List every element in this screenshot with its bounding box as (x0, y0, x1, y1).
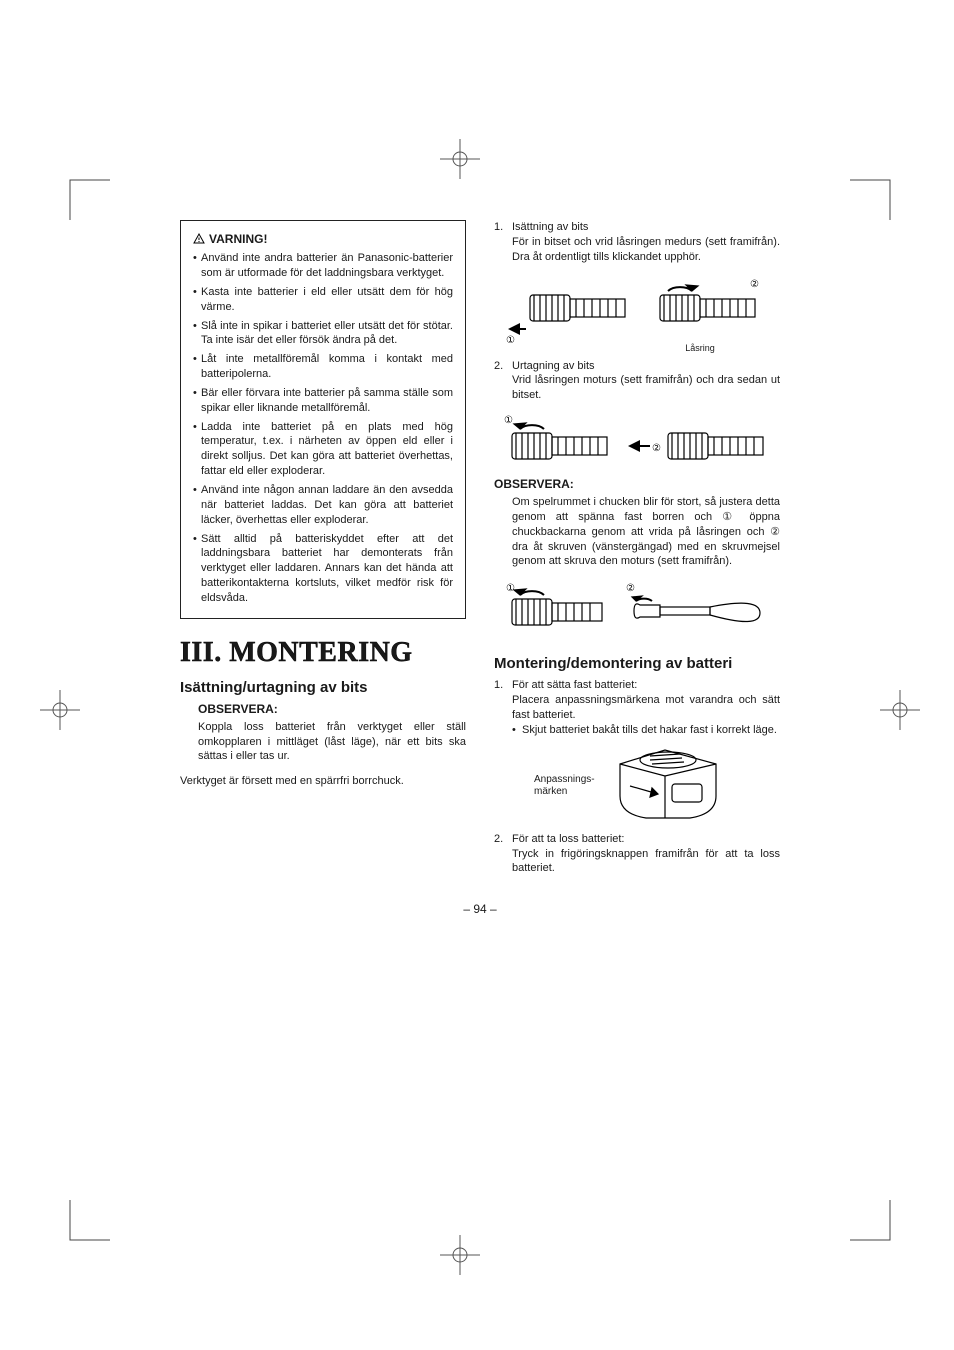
step-1-text: För in bitset och vrid låsringen med­urs… (494, 235, 780, 265)
warning-icon (193, 233, 205, 245)
bits-title: Isättning/urtagning av bits (180, 679, 466, 696)
battery-step-1-sub: • Skjut batteriet bakåt tills det hakar … (494, 723, 780, 738)
battery-step-2: 2. För att ta loss batteriet: (494, 832, 780, 847)
step-number: 2. (494, 832, 512, 847)
step-title: Urtagning av bits (512, 359, 780, 374)
warning-bullet: •Använd inte andra batterier än Pana­son… (193, 251, 453, 281)
svg-text:②: ② (750, 279, 759, 290)
warning-bullet: •Slå inte in spikar i batteriet eller ut… (193, 319, 453, 349)
battery-step-1-sub-text: Skjut batteriet bakåt tills det hakar fa… (522, 723, 777, 738)
warning-bullet: •Låt inte metallföremål komma i kontakt … (193, 352, 453, 382)
battery-step-2-text: Tryck in frigöringsknappen framifrån för… (494, 847, 780, 877)
step-number: 2. (494, 359, 512, 374)
svg-text:①: ① (506, 583, 515, 594)
warning-bullet-text: Använd inte någon annan laddare än den a… (201, 483, 453, 528)
step-number: 1. (494, 220, 512, 235)
figure-battery-attach: Anpassnings­märken (494, 746, 780, 826)
warning-bullet: •Ladda inte batteriet på en plats med hö… (193, 420, 453, 479)
warning-bullet-text: Sätt alltid på batteriskyddet efter att … (201, 532, 453, 606)
observera-text: Koppla loss batteriet från verktyget el­… (180, 720, 466, 765)
warning-bullet: •Kasta inte batterier i eld eller utsätt… (193, 285, 453, 315)
step-1: 1. Isättning av bits (494, 220, 780, 235)
svg-text:①: ① (504, 415, 513, 426)
figure-insert-bit: ① ② Låsring (494, 273, 780, 353)
step-2-text: Vrid låsringen moturs (sett framifrån) o… (494, 373, 780, 403)
battery-step-1-text: Placera anpassningsmärkena mot var­andra… (494, 693, 780, 723)
warning-bullet-text: Låt inte metallföremål komma i kontakt m… (201, 352, 453, 382)
warning-bullet-text: Kasta inte batterier i eld eller utsätt … (201, 285, 453, 315)
page-number: – 94 – (180, 902, 780, 916)
step-title: För att sätta fast batteriet: (512, 678, 780, 693)
observera-label-2: OBSERVERA: (494, 477, 780, 491)
warning-bullet-text: Slå inte in spikar i batteriet eller uts… (201, 319, 453, 349)
right-column: 1. Isättning av bits För in bitset och v… (494, 220, 780, 876)
warning-title: VARNING! (193, 231, 453, 247)
warning-bullet-text: Bär eller förvara inte batterier på sam­… (201, 386, 453, 416)
left-column: VARNING! •Använd inte andra batterier än… (180, 220, 466, 876)
battery-title: Montering/demontering av batteri (494, 655, 780, 672)
page-content: VARNING! •Använd inte andra batterier än… (180, 220, 780, 876)
warning-bullet-text: Använd inte andra batterier än Pana­soni… (201, 251, 453, 281)
warning-bullet-text: Ladda inte batteriet på en plats med hög… (201, 420, 453, 479)
observera-label: OBSERVERA: (180, 702, 466, 716)
warning-bullet: •Sätt alltid på batteriskyddet efter att… (193, 532, 453, 606)
warning-bullet: •Bär eller förvara inte batterier på sam… (193, 386, 453, 416)
svg-text:②: ② (652, 443, 661, 454)
figure-adjust-chuck: ① ② (494, 577, 780, 637)
warning-box: VARNING! •Använd inte andra batterier än… (180, 220, 466, 619)
svg-text:①: ① (506, 335, 515, 343)
figure-remove-bit: ① ② (494, 411, 780, 471)
step-title: Isättning av bits (512, 220, 780, 235)
battery-step-1: 1. För att sätta fast batteriet: (494, 678, 780, 693)
alignment-marks-label: Anpassnings­märken (534, 774, 604, 798)
step-title: För att ta loss batteriet: (512, 832, 780, 847)
svg-text:②: ② (626, 583, 635, 594)
chuck-note: Verktyget är försett med en spärrfri bor… (180, 774, 466, 789)
step-number: 1. (494, 678, 512, 693)
observera-text-2: Om spelrummet i chucken blir för stort, … (494, 495, 780, 569)
warning-bullet: •Använd inte någon annan laddare än den … (193, 483, 453, 528)
warning-title-text: VARNING! (209, 231, 267, 247)
lasring-label: Låsring (640, 343, 760, 353)
step-2: 2. Urtagning av bits (494, 359, 780, 374)
section-heading: III. MONTERING (180, 637, 466, 669)
